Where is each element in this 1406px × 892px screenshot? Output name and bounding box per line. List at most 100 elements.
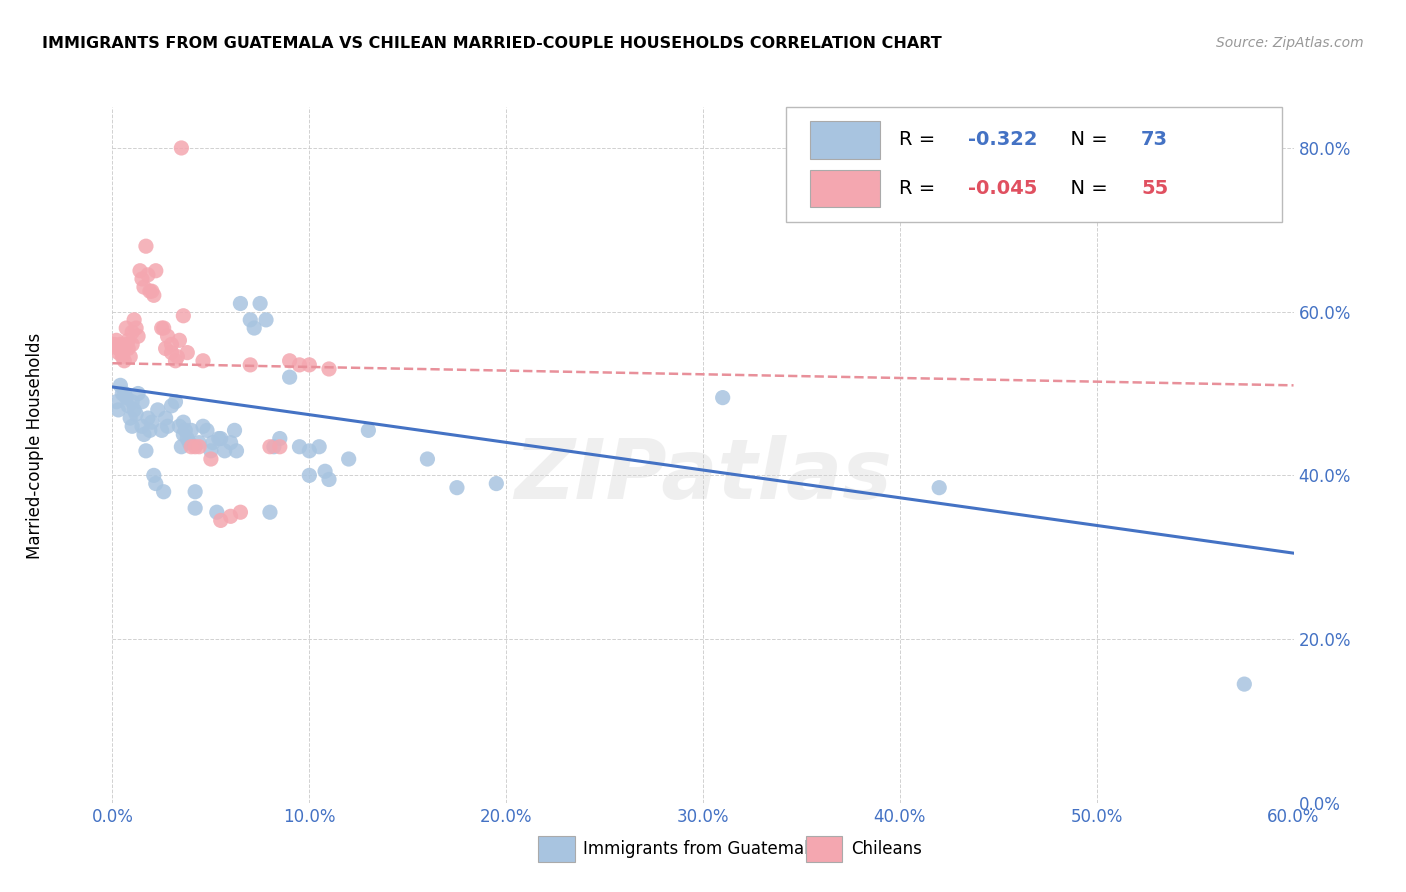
Point — [298, 443, 321, 458]
Point — [120, 350, 142, 364]
Point — [278, 353, 301, 368]
Point — [112, 386, 135, 401]
Point — [142, 288, 165, 302]
Text: N =: N = — [1059, 130, 1115, 149]
Point — [184, 501, 207, 516]
Point — [121, 394, 143, 409]
Point — [152, 484, 174, 499]
Point — [122, 403, 145, 417]
Point — [263, 440, 285, 454]
Point — [160, 399, 183, 413]
Point — [132, 427, 155, 442]
Point — [209, 513, 232, 527]
Point — [239, 358, 262, 372]
Point — [269, 440, 291, 454]
Point — [446, 481, 468, 495]
Point — [208, 432, 231, 446]
Point — [160, 337, 183, 351]
Point — [174, 423, 197, 437]
Point — [170, 440, 193, 454]
Point — [121, 325, 143, 339]
Point — [214, 443, 236, 458]
Text: Source: ZipAtlas.com: Source: ZipAtlas.com — [1216, 36, 1364, 50]
Point — [195, 423, 218, 437]
Point — [127, 329, 149, 343]
Point — [131, 419, 153, 434]
Text: R =: R = — [898, 130, 942, 149]
FancyBboxPatch shape — [810, 121, 880, 159]
Point — [111, 386, 134, 401]
Text: -0.045: -0.045 — [967, 179, 1038, 198]
Point — [115, 321, 138, 335]
Point — [254, 313, 277, 327]
Point — [117, 334, 139, 348]
Point — [145, 264, 167, 278]
Point — [188, 440, 211, 454]
Point — [308, 440, 330, 454]
Point — [112, 353, 135, 368]
Point — [169, 334, 191, 348]
Point — [259, 505, 281, 519]
Point — [209, 432, 232, 446]
Point — [125, 321, 148, 335]
Point — [201, 435, 224, 450]
Point — [145, 476, 167, 491]
Text: R =: R = — [898, 179, 942, 198]
Point — [156, 329, 179, 343]
Point — [239, 313, 262, 327]
Point — [136, 268, 159, 282]
Point — [125, 407, 148, 421]
Point — [229, 505, 252, 519]
Point — [318, 362, 340, 376]
Point — [122, 313, 145, 327]
Point — [259, 440, 281, 454]
Point — [105, 334, 128, 348]
Point — [121, 337, 143, 351]
Point — [141, 284, 163, 298]
Point — [115, 337, 138, 351]
Point — [135, 239, 157, 253]
Point — [155, 342, 177, 356]
Text: IMMIGRANTS FROM GUATEMALA VS CHILEAN MARRIED-COUPLE HOUSEHOLDS CORRELATION CHART: IMMIGRANTS FROM GUATEMALA VS CHILEAN MAR… — [42, 36, 942, 51]
FancyBboxPatch shape — [810, 169, 880, 207]
Point — [146, 403, 169, 417]
Point — [225, 443, 247, 458]
Point — [131, 394, 153, 409]
Point — [200, 452, 222, 467]
Point — [184, 440, 207, 454]
Text: ZIPatlas: ZIPatlas — [515, 435, 891, 516]
Point — [136, 411, 159, 425]
Text: Chileans: Chileans — [851, 840, 921, 858]
Text: Married-couple Households: Married-couple Households — [27, 333, 44, 559]
Point — [172, 309, 194, 323]
Point — [298, 358, 321, 372]
Point — [928, 481, 950, 495]
Text: -0.322: -0.322 — [967, 130, 1038, 149]
Point — [141, 415, 163, 429]
Point — [200, 443, 222, 458]
Point — [110, 378, 132, 392]
Point — [117, 399, 139, 413]
Point — [165, 353, 187, 368]
Point — [156, 419, 179, 434]
Point — [205, 505, 228, 519]
Point — [129, 264, 152, 278]
Point — [278, 370, 301, 384]
Point — [180, 423, 202, 437]
Point — [224, 423, 246, 437]
Point — [160, 345, 183, 359]
Point — [166, 350, 188, 364]
Point — [132, 280, 155, 294]
Point — [179, 435, 201, 450]
Point — [249, 296, 271, 310]
Point — [111, 345, 134, 359]
Point — [191, 419, 214, 434]
Point — [120, 411, 142, 425]
Point — [288, 440, 311, 454]
Point — [169, 419, 191, 434]
Point — [219, 509, 242, 524]
Point — [176, 432, 198, 446]
Point — [298, 468, 321, 483]
Point — [188, 435, 211, 450]
Point — [139, 284, 162, 298]
